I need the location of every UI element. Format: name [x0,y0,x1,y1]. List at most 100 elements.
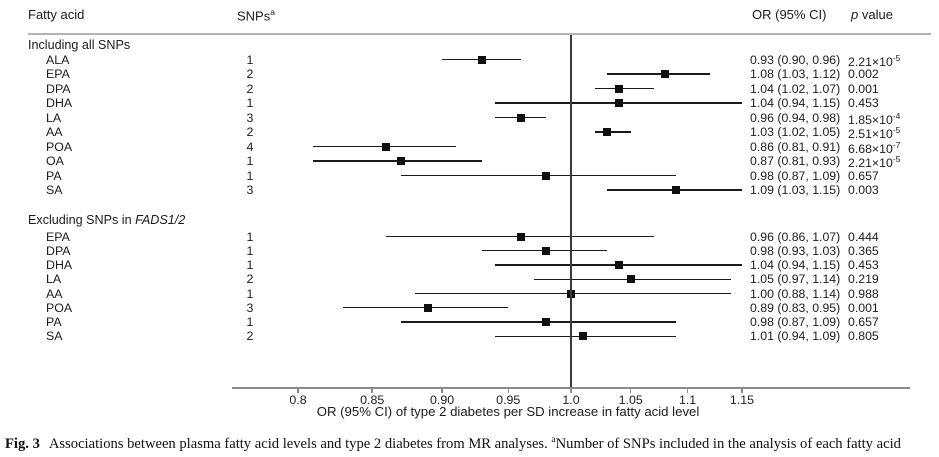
row-fatty-acid-label: LA [46,110,62,125]
point-estimate-marker [603,128,612,136]
x-axis-tick-label: 0.85 [360,393,385,407]
snps-footnote-marker: a [270,7,275,17]
row-or-ci-text: 0.96 (0.86, 1.07) [750,229,841,244]
row-snp-count: 2 [246,272,254,287]
row-snp-count: 2 [246,329,254,344]
row-p-value: 0.001 [848,81,879,96]
row-snp-count: 1 [246,315,254,329]
row-or-ci-text: 1.00 (0.88, 1.14) [750,286,841,301]
row-p-value: 0.453 [848,96,879,110]
row-p-value: 2.51×10-5 [848,125,901,142]
row-p-value: 2.21×10-5 [848,154,901,171]
x-axis-tick [507,387,509,393]
row-p-value: 0.657 [848,315,879,329]
row-or-ci-text: 0.86 (0.81, 0.91) [750,139,841,154]
row-or-ci-text: 1.04 (0.94, 1.15) [750,96,841,110]
point-estimate-marker [661,70,670,78]
row-p-value: 0.657 [848,168,879,183]
row-or-ci-text: 0.87 (0.81, 0.93) [750,154,841,168]
row-fatty-acid-label: SA [46,329,63,344]
row-snp-count: 4 [246,139,254,154]
row-or-ci-text: 0.98 (0.87, 1.09) [750,315,841,329]
point-estimate-marker [396,157,405,165]
x-axis-tick [371,387,373,393]
header-divider-line [28,33,931,35]
row-fatty-acid-label: DPA [46,243,71,258]
row-p-value: 0.365 [848,243,879,258]
point-estimate-marker [614,99,623,107]
confidence-interval-line [400,174,677,177]
row-or-ci-text: 1.03 (1.02, 1.05) [750,125,841,139]
point-estimate-marker [542,318,551,326]
row-snp-count: 1 [246,168,254,183]
row-or-ci-text: 1.01 (0.94, 1.09) [750,329,841,344]
point-estimate-marker [478,55,487,64]
row-fatty-acid-label: OA [46,154,64,168]
row-or-ci-text: 1.04 (0.94, 1.15) [750,258,841,272]
row-p-value: 1.85×10-4 [848,110,901,127]
column-header-fatty-acid: Fatty acid [28,7,85,22]
row-or-ci-text: 1.08 (1.03, 1.12) [750,67,841,81]
column-header-p-value: p value [851,7,893,22]
confidence-interval-line [595,131,631,133]
reference-line-or-1 [570,35,572,387]
group-label: Including all SNPs [28,38,131,52]
caption-footnote-marker: a [551,435,556,445]
row-snp-count: 1 [246,243,254,258]
row-fatty-acid-label: LA [46,272,62,287]
x-axis-tick-label: 1.1 [678,393,697,407]
x-axis-tick-label: 0.8 [289,393,307,407]
row-fatty-acid-label: PA [46,168,62,183]
point-estimate-marker [579,332,588,341]
x-axis-title: OR (95% CI) of type 2 diabetes per SD in… [316,404,700,419]
row-snp-count: 3 [246,110,254,125]
row-p-value: 0.001 [848,300,879,315]
x-axis-tick-label: 1.15 [729,393,755,407]
row-fatty-acid-label: AA [46,125,63,139]
column-header-snps: SNPsa [237,7,275,24]
point-estimate-marker [517,113,526,122]
row-snp-count: 2 [246,67,254,81]
x-axis-tick-label: 0.95 [496,393,521,407]
x-axis-tick [686,387,689,393]
row-fatty-acid-label: EPA [46,67,70,81]
row-fatty-acid-label: ALA [46,52,70,67]
x-axis-tick [629,387,632,393]
row-snp-count: 1 [246,52,254,67]
row-fatty-acid-label: EPA [46,229,70,244]
row-snp-count: 3 [246,300,254,315]
row-or-ci-text: 0.98 (0.87, 1.09) [750,168,841,183]
row-snp-count: 1 [246,258,254,272]
point-estimate-marker [424,303,433,312]
point-estimate-marker [614,261,623,269]
x-axis-tick-label: 1.05 [618,393,643,407]
x-axis-tick [441,387,443,393]
point-estimate-marker [614,84,623,93]
row-snp-count: 1 [246,154,254,168]
row-snp-count: 1 [246,229,254,244]
group-label: Excluding SNPs in FADS1/2 [28,212,186,227]
point-estimate-marker [542,246,551,255]
row-snp-count: 2 [246,81,254,96]
confidence-interval-line [595,87,654,90]
row-snp-count: 3 [246,183,254,197]
row-p-value: 0.003 [848,183,879,197]
row-fatty-acid-label: DHA [46,96,73,110]
point-estimate-marker [517,232,526,241]
row-fatty-acid-label: DHA [46,258,73,272]
x-axis-tick-label: 1.0 [562,393,580,407]
figure-caption: Fig. 3 Associations between plasma fatty … [5,435,901,452]
row-or-ci-text: 0.98 (0.93, 1.03) [750,243,841,258]
row-p-value: 0.219 [848,272,879,287]
caption-fig-label: Fig. 3 [5,435,40,452]
row-or-ci-text: 0.93 (0.90, 0.96) [750,52,841,67]
row-or-ci-text: 0.96 (0.94, 0.98) [750,110,841,125]
row-p-value: 0.002 [848,67,879,81]
row-p-value: 0.444 [848,229,879,244]
confidence-interval-line [607,73,710,75]
row-fatty-acid-label: AA [46,286,63,301]
point-estimate-marker [626,275,635,284]
x-axis-tick [741,387,743,393]
